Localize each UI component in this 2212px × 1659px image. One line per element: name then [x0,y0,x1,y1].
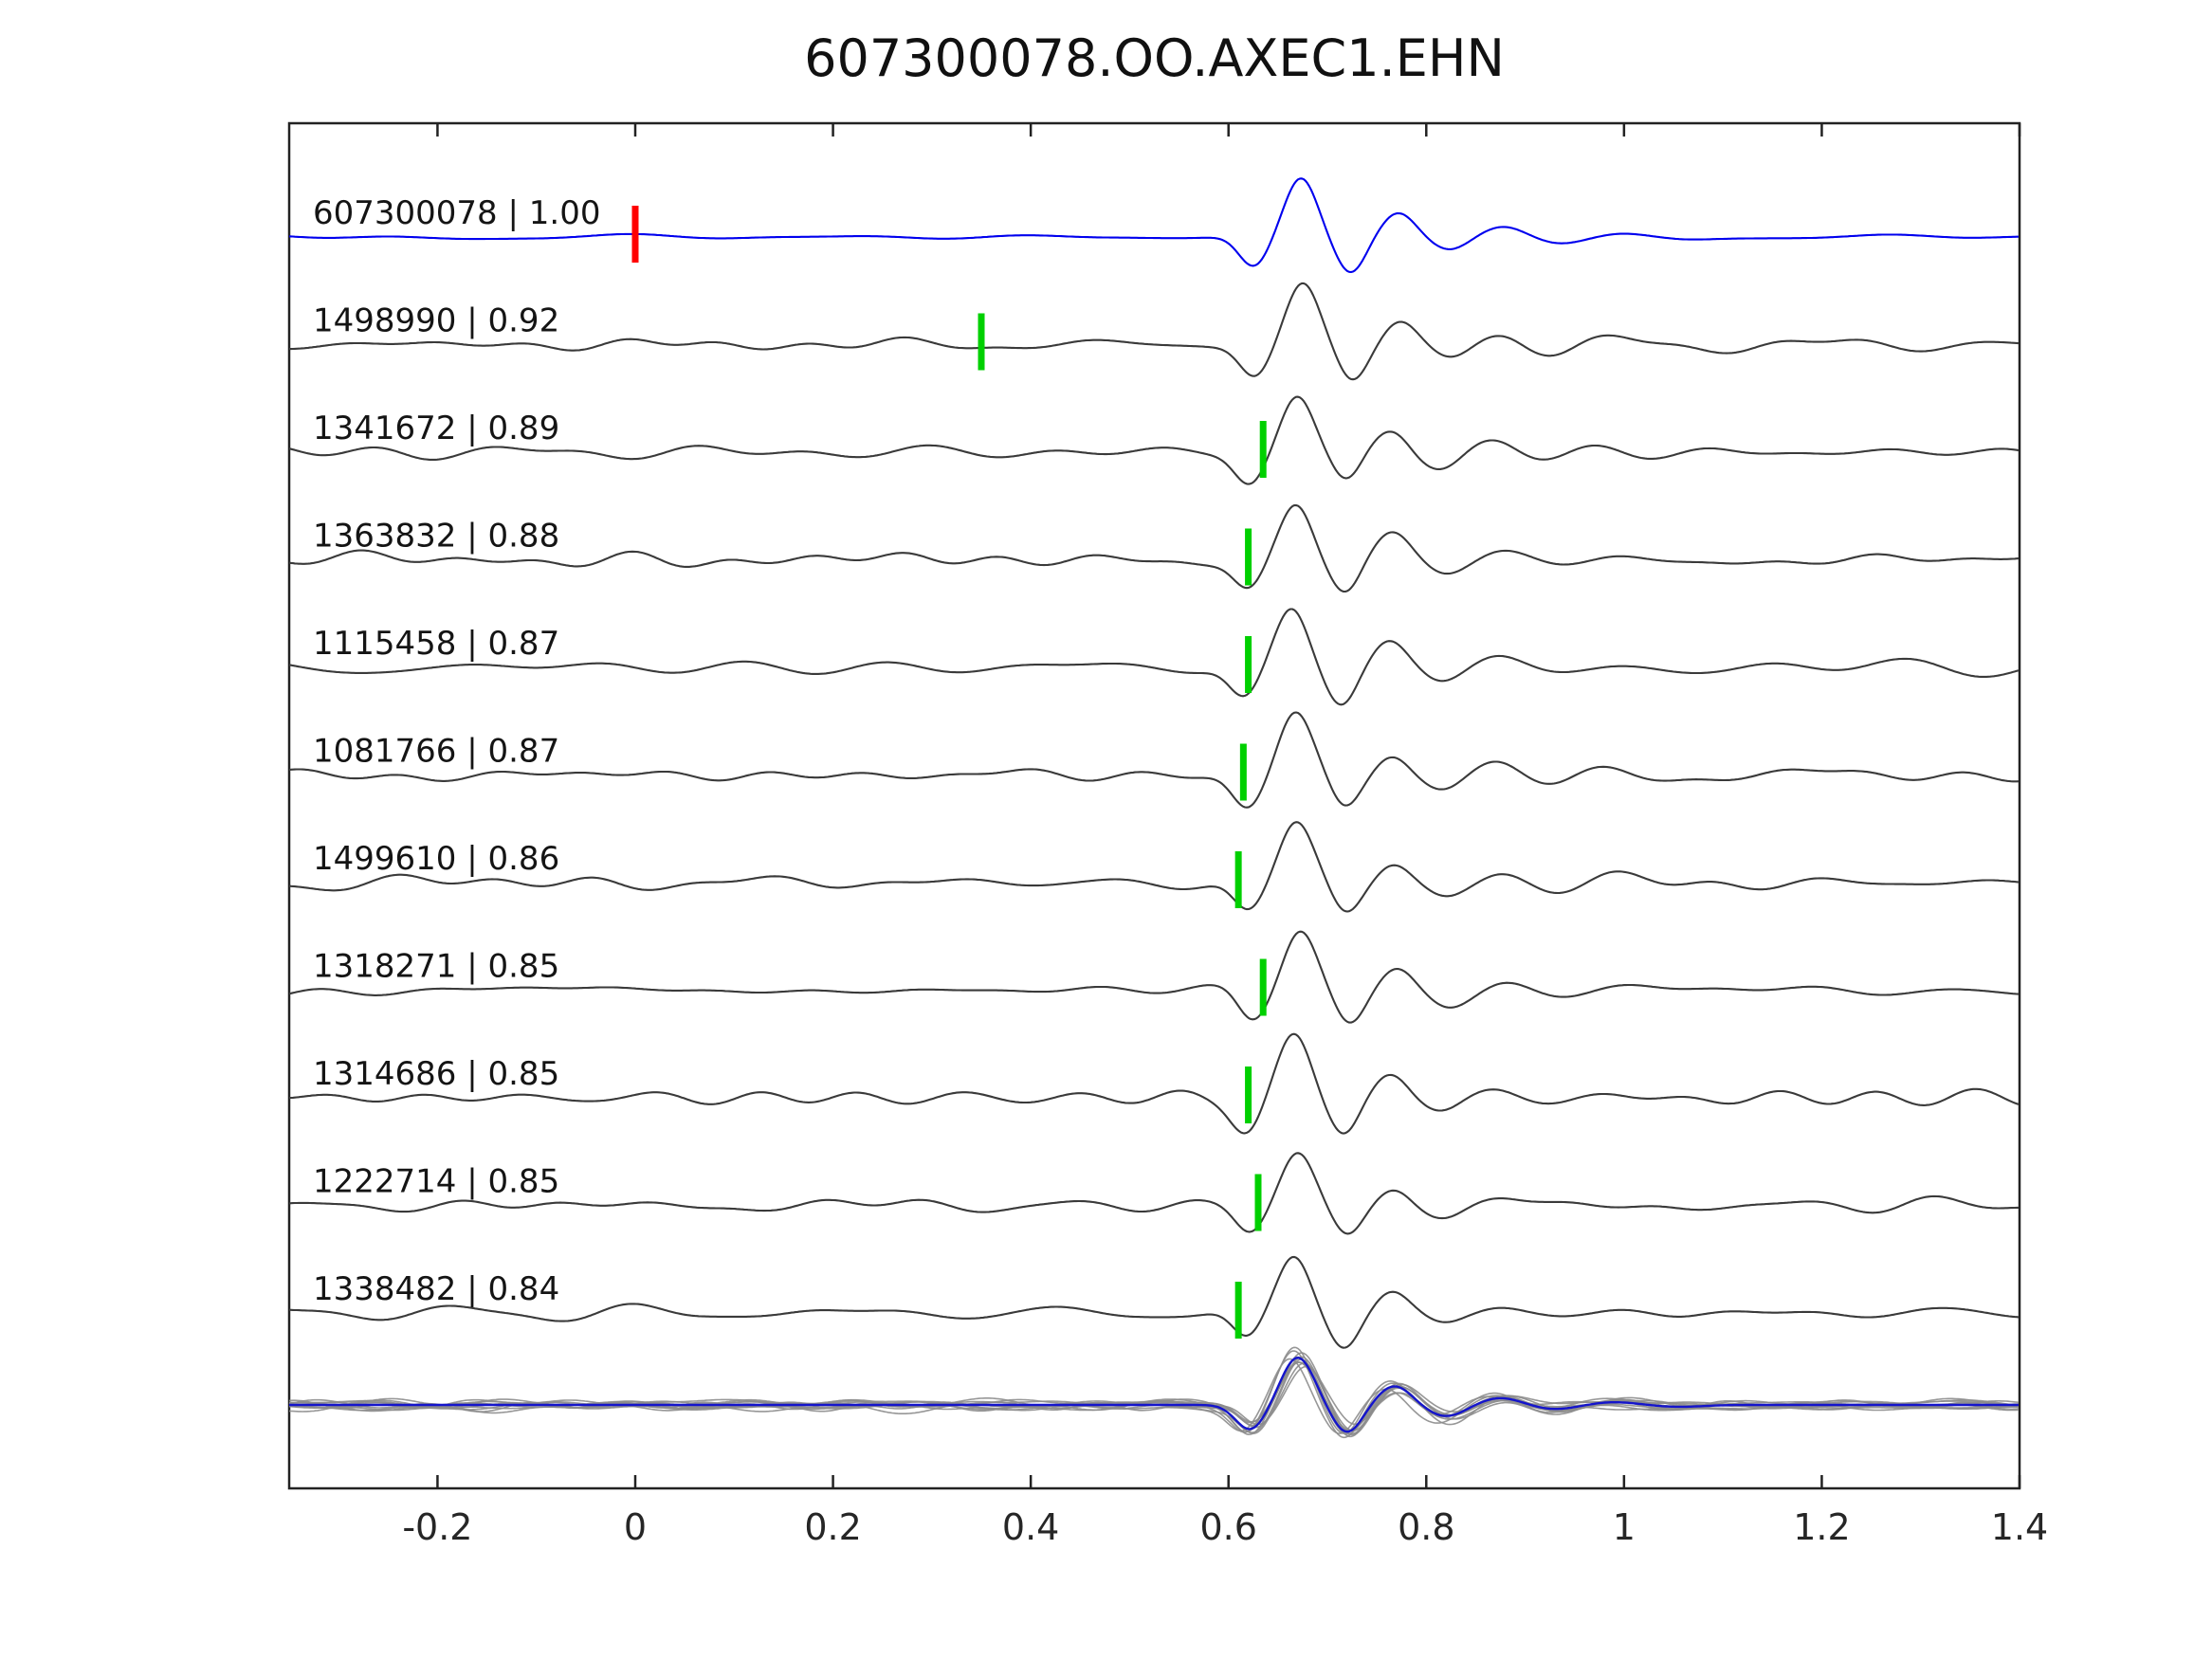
waveform-trace [288,1032,2020,1135]
stack-trace [288,1350,2020,1439]
x-tick-label: 0.6 [1199,1506,1256,1548]
waveform-trace [288,930,2020,1024]
x-tick-label: 0 [624,1506,647,1548]
waveform-trace [288,395,2020,485]
trace-label: 1222714 | 0.85 [313,1163,559,1201]
trace-label: 1338482 | 0.84 [313,1270,559,1308]
stack-trace [288,1356,2020,1435]
x-tick-label: 1.2 [1793,1506,1850,1548]
trace-label: 1081766 | 0.87 [313,733,559,771]
trace-label: 1341672 | 0.89 [313,410,559,447]
stack-trace [289,1361,2020,1431]
stack-trace [288,1352,2020,1436]
trace-label: 1498990 | 0.92 [313,302,559,340]
stack-mean-trace [289,1356,2019,1433]
waveform-trace [288,1255,2020,1349]
stack-trace [288,1358,2020,1434]
waveform-trace [288,711,2020,809]
waveform-trace [288,821,2020,913]
template-waveform [288,177,2019,274]
stack-trace [288,1365,2020,1426]
x-tick-label: -0.2 [402,1506,472,1548]
x-tick-label: 0.4 [1002,1506,1059,1548]
figure-title: 607300078.OO.AXEC1.EHN [804,28,1505,88]
stack-trace [288,1358,2020,1438]
x-tick-label: 1 [1613,1506,1636,1548]
axes-frame [287,121,2021,1490]
trace-label: 1318271 | 0.85 [313,948,559,986]
stack-trace [289,1346,2019,1434]
waveform-trace [289,282,2020,381]
waveform-trace [288,1152,2019,1235]
stack-trace [289,1361,2020,1431]
x-tick-label: 0.8 [1398,1506,1454,1548]
waveform-trace [288,608,2020,706]
x-tick-label: 1.4 [1991,1506,2048,1548]
x-tick-label: 0.2 [804,1506,861,1548]
trace-label: 1499610 | 0.86 [313,840,559,878]
stack-trace [288,1362,2020,1432]
trace-label: 1115458 | 0.87 [313,625,559,663]
waveform-trace [288,503,2020,593]
trace-label: 607300078 | 1.00 [313,194,600,232]
trace-label: 1363832 | 0.88 [313,518,559,556]
trace-label: 1314686 | 0.85 [313,1055,559,1093]
stack-trace [289,1356,2020,1436]
